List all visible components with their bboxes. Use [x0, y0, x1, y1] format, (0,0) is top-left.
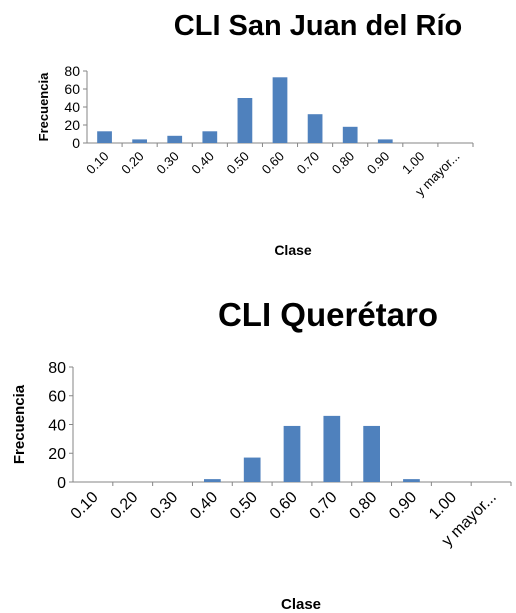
plot-area: 0 20 40 60 80 0.10 0.20 0.30 0.40 0.50 0.60 0.70 0.8… [11, 360, 512, 613]
x-tick-label: 0.90 [386, 489, 420, 523]
x-axis-label: Clase [281, 596, 321, 613]
y-tick-label: 40 [64, 99, 80, 115]
chart-title: CLI Querétaro [217, 296, 439, 333]
y-tick-label: 20 [64, 117, 80, 133]
bar [283, 425, 301, 482]
bar [272, 77, 288, 143]
plot-area: 0 20 40 60 80 0.10 0.20 0.30 0.40 0.50 0.60 0.70 0.8… [36, 63, 474, 258]
bar [363, 425, 380, 482]
bar [167, 135, 183, 143]
y-tick-label: 0 [72, 135, 80, 151]
x-tick-label: 0.60 [267, 489, 301, 523]
x-axis-label: Clase [274, 242, 312, 258]
y-tick-label: 60 [64, 81, 80, 97]
x-tick-label: 1.00 [399, 149, 428, 178]
bar [243, 457, 261, 482]
bar [97, 131, 112, 143]
chart-title: CLI San Juan del Río [173, 10, 463, 42]
x-tick-label: 1.00 [426, 489, 460, 523]
x-tick-label: 0.10 [68, 489, 102, 523]
bar [237, 98, 253, 143]
x-tick-label: 0.60 [259, 149, 288, 178]
bar [403, 479, 420, 482]
x-tick-label: 0.20 [118, 149, 147, 178]
x-tick-label: 0.80 [346, 489, 380, 523]
y-tick-label: 0 [57, 475, 66, 492]
x-tick-label: 0.30 [153, 149, 182, 178]
chart-queretaro: CLI Querétaro 0 20 40 60 80 0.10 0.20 0.30 0.40 0… [0, 292, 516, 613]
bar [323, 415, 341, 482]
y-tick-label: 80 [64, 63, 80, 79]
bar [132, 139, 148, 143]
x-tick-label: 0.40 [187, 489, 221, 523]
chart-san-juan-del-rio: CLI San Juan del Río 0 20 40 60 80 0.10 0.20 0.… [0, 0, 516, 280]
y-tick-label: 80 [48, 360, 66, 377]
bar [342, 126, 358, 143]
x-tick-label: 0.10 [83, 149, 112, 178]
bar [377, 139, 393, 143]
bar [307, 114, 323, 143]
y-tick-label: 40 [48, 417, 66, 434]
y-axis-label: Frecuencia [11, 384, 28, 464]
x-tick-label: 0.20 [108, 489, 142, 523]
y-tick-label: 60 [48, 389, 66, 406]
x-tick-label: 0.50 [227, 489, 261, 523]
x-tick-label: 0.80 [329, 149, 358, 178]
x-tick-label: 0.70 [307, 489, 341, 523]
y-axis-label: Frecuencia [36, 72, 51, 141]
x-tick-label: 0.30 [147, 489, 181, 523]
y-tick-label: 20 [48, 446, 66, 463]
bar [202, 131, 218, 143]
x-tick-label: 0.50 [224, 149, 253, 178]
x-tick-label: 0.90 [364, 149, 393, 178]
x-tick-label: 0.40 [188, 149, 217, 178]
x-tick-label: 0.70 [294, 149, 323, 178]
bar [204, 479, 221, 482]
